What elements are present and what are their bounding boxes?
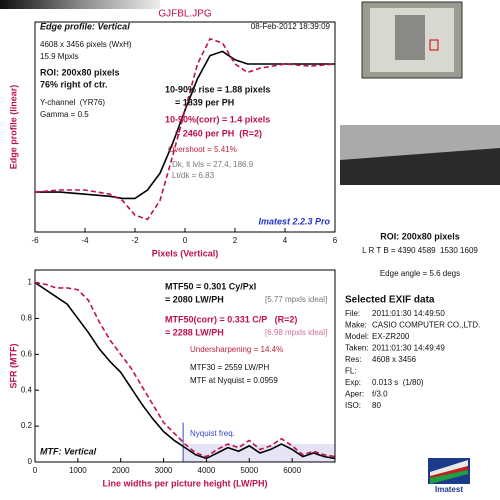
annotation: Dk, lt lvls = 27.4, 186.9 xyxy=(172,160,254,169)
edge-angle: Edge angle = 5.6 degs xyxy=(380,269,460,278)
annotation: Y-channel (YR76) xyxy=(40,98,105,107)
gradient-strip xyxy=(0,0,160,9)
exif-value: 0.013 s (1/80) xyxy=(372,378,424,387)
exif-value: 80 xyxy=(372,401,381,410)
annotation: MTF30 = 2559 LW/PH xyxy=(190,363,269,372)
exif-value: EX-ZR200 xyxy=(372,332,410,341)
x-tick-label: 2 xyxy=(233,236,238,245)
annotation: 08-Feb-2012 18:39:09 xyxy=(251,22,331,31)
annotation: MTF50 = 0.301 Cy/Pxl xyxy=(165,281,256,291)
annotation: 15.9 Mpxls xyxy=(40,52,79,61)
annotation: MTF: Vertical xyxy=(40,446,97,456)
annotation: MTF50(corr) = 0.331 C/P (R=2) xyxy=(165,314,297,324)
x-tick-label: -2 xyxy=(131,236,139,245)
series-line xyxy=(34,281,336,460)
x-tick-label: 4000 xyxy=(198,466,216,475)
exif-list: File: 2011:01:30 14:49:50 Make: CASIO COMPU… xyxy=(345,309,480,410)
thumbnail-pattern xyxy=(395,15,425,60)
x-axis-label: Line widths per picture height (LW/PH) xyxy=(102,478,267,488)
x-tick-label: 3000 xyxy=(155,466,173,475)
exif-title: Selected EXIF data xyxy=(345,295,435,306)
annotation: = 2288 LW/PH xyxy=(165,327,224,337)
x-tick-label: -6 xyxy=(31,236,39,245)
exif-value: f/3.0 xyxy=(372,390,388,399)
y-tick-label: 0 xyxy=(28,457,33,466)
series-line xyxy=(34,281,336,458)
x-tick-label: 0 xyxy=(183,236,188,245)
annotation: Lt/dk = 6.83 xyxy=(172,171,215,180)
file-title: GJFBL.JPG xyxy=(158,9,212,20)
annotation: Overshoot = 5.41% xyxy=(168,145,237,154)
exif-key: ISO: xyxy=(345,401,361,410)
exif-key: Model: xyxy=(345,332,369,341)
annotation: Nyquist freq. xyxy=(190,429,235,438)
x-tick-label: -4 xyxy=(81,236,89,245)
annotation: 76% right of ctr. xyxy=(40,79,108,89)
roi-dark xyxy=(340,148,500,185)
series-line xyxy=(34,37,336,221)
roi-size: ROI: 200x80 pixels xyxy=(380,231,460,241)
exif-value: 4608 x 3456 xyxy=(372,355,417,364)
exif-key: Exp: xyxy=(345,378,361,387)
exif-key: Make: xyxy=(345,321,367,330)
annotation: [6.98 mpxls ideal] xyxy=(265,328,327,337)
x-tick-label: 6 xyxy=(333,236,338,245)
x-axis-label: Pixels (Vertical) xyxy=(152,248,219,258)
x-tick-label: 6000 xyxy=(283,466,301,475)
roi-marker xyxy=(429,39,439,51)
exif-key: FL: xyxy=(345,367,357,376)
annotation: 4608 x 3456 pixels (WxH) xyxy=(40,40,132,49)
y-tick-label: 0.2 xyxy=(21,421,33,430)
annotation: Gamma = 0.5 xyxy=(40,110,89,119)
x-tick-label: 2000 xyxy=(112,466,130,475)
annotation: Edge profile: Vertical xyxy=(40,21,130,31)
annotation: Imatest 2.2.3 Pro xyxy=(258,216,330,226)
y-tick-label: 0.6 xyxy=(21,349,33,358)
imatest-logo: Imatest xyxy=(428,458,470,494)
exif-value: 2011:01:30 14:49:49 xyxy=(372,344,445,353)
annotation: Undersharpening = 14.4% xyxy=(190,345,283,354)
plot-frame xyxy=(34,21,336,233)
exif-key: Res: xyxy=(345,355,361,364)
x-tick-label: 4 xyxy=(283,236,288,245)
logo-text: Imatest xyxy=(435,485,463,494)
annotation: MTF at Nyquist = 0.0959 xyxy=(190,376,278,385)
y-axis-label: Edge profile (linear) xyxy=(8,85,18,170)
annotation: [5.77 mpxls ideal] xyxy=(265,295,327,304)
exif-value: 2011:01:30 14:49:50 xyxy=(372,309,445,318)
series-line xyxy=(35,50,335,200)
y-tick-label: 0.8 xyxy=(21,314,33,323)
y-axis-label: SFR (MTF) xyxy=(8,344,18,389)
exif-key: Taken: xyxy=(345,344,369,353)
roi-coords: L R T B = 4390 4589 1530 1609 xyxy=(362,246,478,255)
annotation: ROI: 200x80 pixels xyxy=(40,67,120,77)
x-tick-label: 1000 xyxy=(69,466,87,475)
exif-key: Aper: xyxy=(345,390,364,399)
plot-frame xyxy=(34,269,336,463)
y-tick-label: 1 xyxy=(28,278,33,287)
annotation: = 1839 per PH xyxy=(175,97,234,107)
x-tick-label: 5000 xyxy=(240,466,258,475)
x-tick-label: 0 xyxy=(33,466,38,475)
exif-key: File: xyxy=(345,309,360,318)
annotation: 10-90%(corr) = 1.4 pixels xyxy=(165,114,270,124)
annotation: 10-90% rise = 1.88 pixels xyxy=(165,84,270,94)
y-tick-label: 0.4 xyxy=(21,385,33,394)
annotation: = 2460 per PH (R=2) xyxy=(175,128,262,138)
exif-value: CASIO COMPUTER CO.,LTD. xyxy=(372,321,480,330)
annotation: = 2080 LW/PH xyxy=(165,294,224,304)
logo-stripe xyxy=(430,470,468,484)
